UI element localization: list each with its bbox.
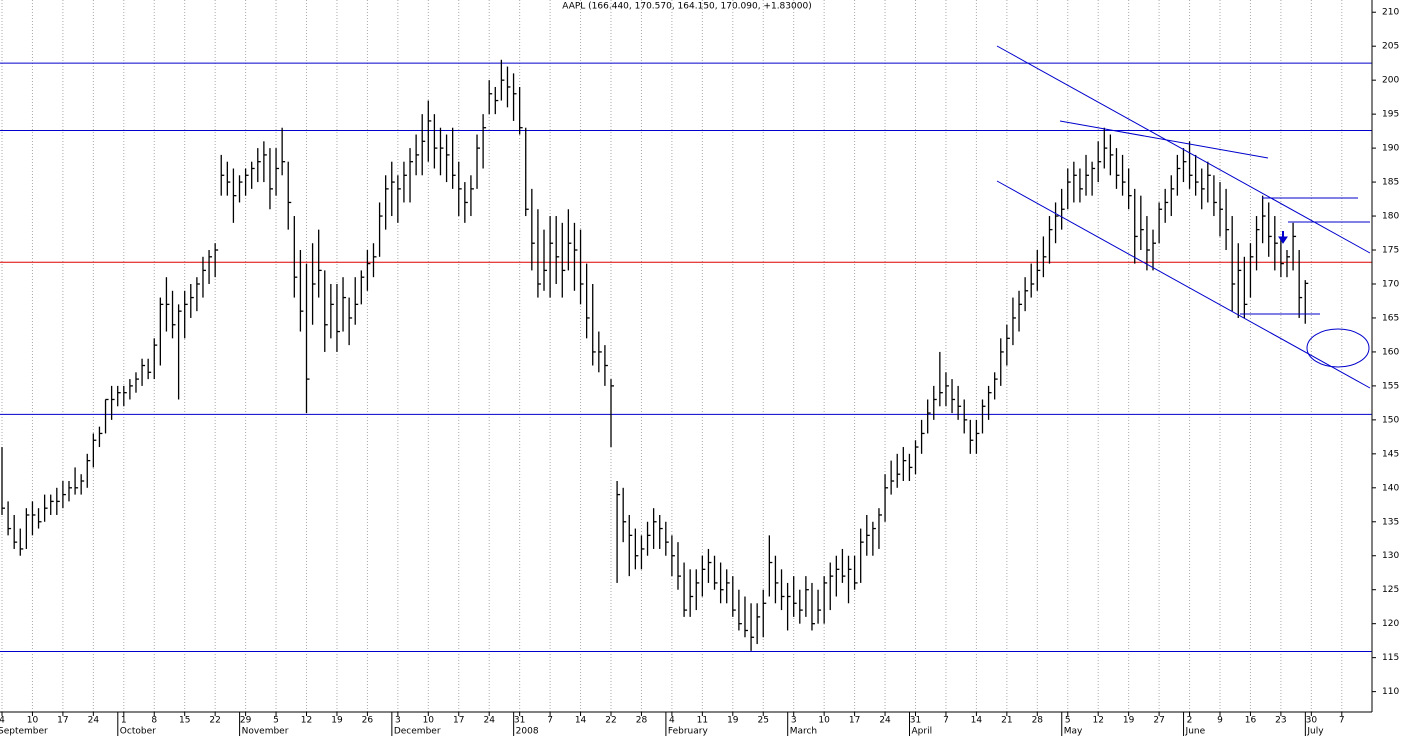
chart-title: AAPL (166.440, 170.570, 164.150, 170.090… xyxy=(562,2,811,12)
y-tick-label: 190 xyxy=(1382,144,1399,154)
x-tick-label: 24 xyxy=(879,716,891,726)
month-label: December xyxy=(394,727,441,736)
y-tick-label: 170 xyxy=(1382,279,1399,289)
month-label: April xyxy=(912,727,933,736)
x-tick-label: 12 xyxy=(301,716,312,726)
y-tick-label: 160 xyxy=(1382,347,1399,357)
y-tick-label: 210 xyxy=(1382,8,1399,18)
x-tick-label: 9 xyxy=(1217,716,1223,726)
x-tick-label: 8 xyxy=(151,716,157,726)
x-tick-label: 15 xyxy=(179,716,190,726)
trendline xyxy=(996,45,1371,254)
x-tick-label: 7 xyxy=(547,716,553,726)
x-tick-label: 5 xyxy=(273,716,279,726)
y-tick-label: 205 xyxy=(1382,42,1399,52)
x-tick-label: 10 xyxy=(818,716,830,726)
y-tick-label: 175 xyxy=(1382,246,1399,256)
x-tick-label: 14 xyxy=(575,716,587,726)
x-tick-label: 27 xyxy=(1153,716,1164,726)
y-tick-label: 110 xyxy=(1382,687,1399,697)
x-tick-label: 12 xyxy=(1092,716,1103,726)
y-tick-label: 150 xyxy=(1382,415,1399,425)
month-label: March xyxy=(790,727,817,736)
circle-marker xyxy=(1306,328,1370,368)
x-tick-label: 4 xyxy=(0,716,5,726)
y-tick-label: 140 xyxy=(1382,483,1399,493)
x-tick-label: 17 xyxy=(849,716,860,726)
x-tick-label: 7 xyxy=(943,716,949,726)
x-tick-label: 25 xyxy=(758,716,769,726)
y-tick-label: 185 xyxy=(1382,178,1399,188)
x-tick-label: 30 xyxy=(1306,716,1318,726)
x-tick-label: 17 xyxy=(453,716,464,726)
arrow-head xyxy=(1278,236,1288,244)
y-tick-label: 130 xyxy=(1382,551,1399,561)
y-tick-label: 120 xyxy=(1382,619,1399,629)
month-label: February xyxy=(668,727,709,736)
y-tick-label: 180 xyxy=(1382,212,1399,222)
x-tick-label: 3 xyxy=(791,716,797,726)
y-tick-label: 115 xyxy=(1382,653,1399,663)
x-tick-label: 5 xyxy=(1065,716,1071,726)
x-tick-label: 28 xyxy=(636,716,648,726)
x-tick-label: 10 xyxy=(423,716,435,726)
x-tick-label: 24 xyxy=(483,716,495,726)
month-label: May xyxy=(1064,727,1083,736)
x-tick-label: 1 xyxy=(121,716,127,726)
x-tick-label: 19 xyxy=(331,716,343,726)
y-tick-label: 135 xyxy=(1382,517,1399,527)
x-tick-label: 28 xyxy=(1032,716,1044,726)
trendline xyxy=(1059,120,1269,159)
x-tick-label: 17 xyxy=(57,716,68,726)
x-tick-label: 26 xyxy=(362,716,374,726)
y-tick-label: 145 xyxy=(1382,449,1399,459)
x-tick-label: 2 xyxy=(1187,716,1193,726)
x-tick-label: 29 xyxy=(240,716,252,726)
x-tick-label: 3 xyxy=(395,716,401,726)
x-tick-label: 19 xyxy=(1123,716,1135,726)
y-tick-label: 125 xyxy=(1382,585,1399,595)
plot xyxy=(0,0,1372,712)
y-tick-label: 200 xyxy=(1382,76,1399,86)
x-tick-label: 14 xyxy=(971,716,983,726)
drawings xyxy=(996,45,1371,389)
y-tick-label: 165 xyxy=(1382,313,1399,323)
x-tick-label: 19 xyxy=(727,716,739,726)
x-tick-label: 23 xyxy=(1275,716,1286,726)
month-label: September xyxy=(0,727,48,736)
x-tick-label: 21 xyxy=(1001,716,1012,726)
x-tick-label: 16 xyxy=(1245,716,1257,726)
x-tick-label: 31 xyxy=(910,716,921,726)
x-tick-label: 31 xyxy=(514,716,525,726)
y-tick-label: 195 xyxy=(1382,110,1399,120)
month-label: June xyxy=(1185,727,1206,736)
x-tick-label: 22 xyxy=(209,716,220,726)
month-label: July xyxy=(1306,727,1324,736)
x-tick-label: 24 xyxy=(88,716,100,726)
month-label: 2008 xyxy=(516,727,539,736)
x-tick-label: 22 xyxy=(605,716,616,726)
month-label: October xyxy=(120,727,156,736)
x-tick-label: 7 xyxy=(1339,716,1345,726)
month-label: November xyxy=(242,727,289,736)
x-tick-label: 4 xyxy=(669,716,675,726)
y-tick-label: 155 xyxy=(1382,381,1399,391)
x-tick-label: 10 xyxy=(27,716,39,726)
x-tick-label: 11 xyxy=(697,716,708,726)
